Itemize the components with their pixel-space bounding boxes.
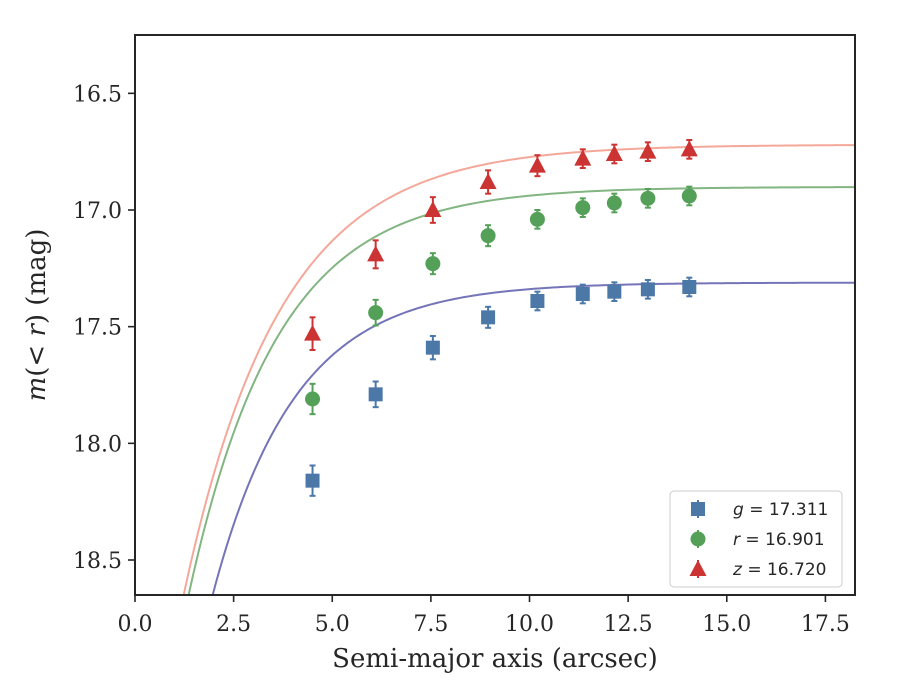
x-axis-ticks: 0.0 2.5 5.0 7.5 10.0 12.5 15.0 17.5 [118, 595, 850, 637]
data-point-g [682, 280, 697, 294]
legend-marker-g [691, 502, 705, 516]
legend-marker-z [689, 560, 707, 576]
y-tick-label: 18.0 [73, 432, 122, 457]
data-point-z [424, 201, 442, 217]
data-point-z [605, 145, 623, 161]
data-point-z [528, 156, 546, 173]
x-tick-label: 0.0 [118, 612, 153, 637]
model-curve-r [187, 186, 855, 595]
legend-label-g: g = 17.311 [733, 500, 828, 520]
data-points [304, 139, 698, 497]
data-point-g [607, 284, 622, 299]
x-tick-label: 5.0 [315, 612, 350, 637]
y-tick-label: 18.5 [73, 549, 122, 574]
model-curve-g [211, 281, 855, 595]
data-point-r [305, 391, 321, 407]
data-point-r [529, 211, 545, 227]
data-point-g [368, 387, 383, 402]
data-point-r [575, 200, 591, 216]
data-point-g [575, 287, 590, 301]
x-tick-label: 2.5 [216, 612, 251, 637]
y-axis-ticks: 16.5 17.0 17.5 18.0 18.5 [73, 82, 135, 574]
y-tick-label: 17.0 [73, 199, 122, 224]
legend: g = 17.311 r = 16.901 z = 16.720 [669, 490, 843, 588]
data-point-z [639, 142, 657, 159]
data-point-r [681, 188, 697, 204]
data-point-z [680, 140, 698, 157]
x-tick-label: 7.5 [413, 612, 448, 637]
x-tick-label: 12.5 [604, 612, 653, 637]
x-tick-label: 15.0 [702, 612, 751, 637]
y-tick-label: 17.5 [73, 316, 122, 341]
x-tick-label: 17.5 [801, 612, 850, 637]
model-curves [182, 144, 855, 595]
data-point-z [367, 245, 385, 262]
data-point-z [574, 149, 592, 166]
data-point-g [425, 340, 440, 355]
data-point-r [368, 305, 384, 321]
plot-frame [134, 34, 856, 596]
data-point-g [530, 294, 545, 308]
x-tick-label: 10.0 [505, 612, 554, 637]
data-point-r [480, 228, 496, 244]
data-point-r [640, 190, 656, 206]
data-point-g [481, 310, 496, 325]
legend-marker-r [690, 531, 706, 547]
data-point-r [606, 195, 622, 211]
y-axis-label: m(< r) (mag) [22, 229, 52, 402]
legend-label-z: z = 16.720 [732, 560, 826, 580]
data-point-g [640, 282, 655, 297]
data-point-g [305, 473, 320, 488]
legend-box [669, 490, 843, 588]
x-axis-label: Semi-major axis (arcsec) [332, 644, 658, 674]
data-point-r [425, 256, 441, 272]
model-curve-z [182, 144, 855, 595]
y-tick-label: 16.5 [73, 82, 122, 107]
legend-label-r: r = 16.901 [733, 530, 825, 550]
data-point-z [304, 324, 322, 341]
data-point-z [479, 173, 497, 189]
